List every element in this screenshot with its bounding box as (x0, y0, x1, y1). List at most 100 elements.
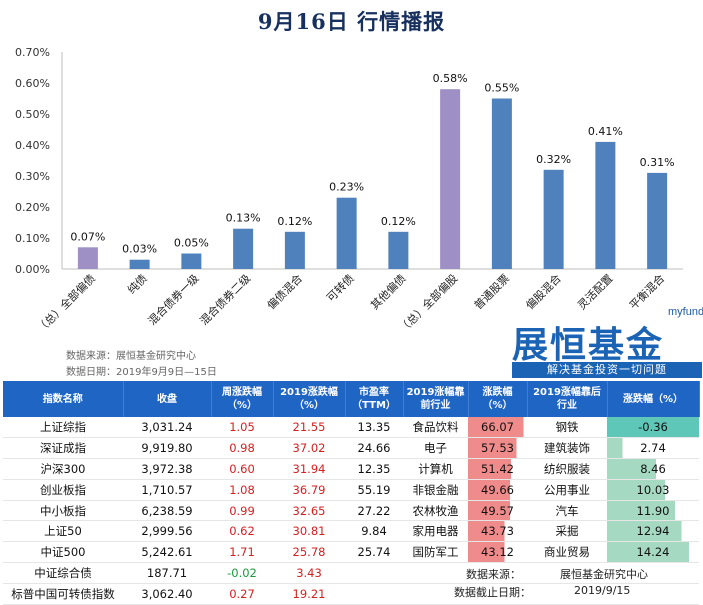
logo-tagline: 解决基金投资一切问题 (512, 362, 702, 378)
logo: 展恒基金 (512, 325, 665, 366)
y-tick-label: 0.20% (15, 201, 50, 214)
pe-cell: 9.84 (345, 520, 403, 543)
data-label: 0.13% (226, 212, 261, 225)
week-change-cell: 0.60 (211, 458, 273, 480)
table-row: 上证综指 3,031.24 1.05 21.55 13.35 食品饮料 66.07 钢铁 -0.… (3, 417, 699, 439)
market-table: 指数名称 收盘 周涨跌幅（%） 2019涨跌幅（%） 市盈率（TTM） 2019… (3, 381, 700, 605)
bar (336, 197, 357, 269)
close-cell: 3,031.24 (123, 417, 211, 439)
bottom-change-cell: 12.94 (607, 520, 699, 543)
footer-date-value: 2019/9/15 (574, 584, 631, 597)
bar-chart: 0.00% 0.10% 0.20% 0.30% 0.40% 0.50% 0.60% 0.70%… (15, 46, 683, 336)
ytd-change-cell: 19.21 (273, 583, 345, 605)
col-top-industry: 2019涨幅靠前行业 (403, 381, 469, 417)
bottom-change-cell: 11.90 (607, 500, 699, 522)
top-industry-cell: 计算机 (403, 458, 468, 480)
pe-cell: 12.35 (345, 458, 403, 480)
bottom-industry-cell: 汽车 (527, 500, 607, 522)
x-tick-label: 偏债混合 (264, 271, 305, 312)
bar (491, 98, 512, 269)
close-cell: 9,919.80 (123, 437, 211, 460)
top-change-cell: 57.53 (468, 437, 527, 460)
footer-date-label: 数据截止日期： (454, 586, 531, 599)
table-header-row: 指数名称 收盘 周涨跌幅（%） 2019涨跌幅（%） 市盈率（TTM） 2019… (3, 381, 700, 417)
x-tick-label: 其他偏债 (367, 271, 408, 312)
top-industry-cell: 农林牧渔 (403, 500, 468, 522)
col-bottom-chg: 涨跌幅（%） (607, 381, 700, 417)
top-industry-cell: 电子 (403, 437, 468, 460)
table-row: 标普中国可转债指数 3,062.40 0.27 19.21 (3, 583, 699, 605)
bar (440, 89, 461, 269)
data-label: 0.23% (329, 181, 364, 194)
page-title: 9月16日 行情播报 (257, 9, 446, 34)
close-cell: 6,238.59 (123, 500, 211, 522)
x-tick-label: 混合债券一级 (145, 271, 202, 328)
col-bottom-industry: 2019涨幅靠后行业 (527, 381, 608, 417)
index-name-cell: 中小板指 (3, 500, 123, 522)
x-tick-label: 可转债 (324, 271, 357, 304)
table-row: 深证成指 9,919.80 0.98 37.02 24.66 电子 57.53 建筑装饰 2.7… (3, 437, 699, 460)
ytd-change-cell: 37.02 (273, 437, 345, 460)
bar (595, 141, 616, 269)
chart-date: 数据日期：2019年9月9日—15日 (66, 367, 217, 378)
data-label: 0.12% (277, 215, 312, 228)
data-label: 0.41% (588, 125, 623, 138)
table-row: 中小板指 6,238.59 0.99 32.65 27.22 农林牧渔 49.57 汽车 11.… (3, 500, 699, 522)
close-cell: 2,999.56 (123, 520, 211, 543)
x-tick-label: 偏股混合 (523, 271, 564, 312)
y-tick-label: 0.50% (15, 108, 50, 121)
x-tick-label: 灵活配置 (575, 272, 615, 312)
top-change-cell (468, 562, 527, 584)
bottom-industry-cell: 采掘 (527, 520, 607, 543)
col-top-chg: 涨跌幅（%） (468, 381, 528, 417)
data-label: 0.31% (640, 156, 675, 169)
bar (181, 253, 202, 269)
table-row: 上证50 2,999.56 0.62 30.81 9.84 家用电器 43.73 采掘 12.9… (3, 520, 699, 543)
bottom-change-cell: 10.03 (607, 479, 699, 501)
bottom-industry-cell: 商业贸易 (527, 541, 607, 564)
x-tick-label: 平衡混合 (626, 271, 667, 312)
data-label: 0.58% (433, 72, 468, 85)
bar (284, 231, 305, 269)
chart-source: 数据来源：展恒基金研究中心 (66, 351, 196, 362)
close-cell: 3,972.38 (123, 458, 211, 480)
ytd-change-cell: 30.81 (273, 520, 345, 543)
top-industry-cell (403, 562, 468, 584)
index-name-cell: 上证50 (3, 520, 123, 543)
bottom-change-cell: 2.74 (607, 437, 699, 460)
index-name-cell: 深证成指 (3, 437, 123, 460)
bottom-change-cell (607, 562, 699, 584)
col-week: 周涨跌幅（%） (211, 381, 274, 417)
y-tick-label: 0.30% (15, 170, 50, 183)
index-name-cell: 中证500 (3, 541, 123, 564)
data-label: 0.07% (70, 230, 105, 243)
bottom-industry-cell: 公用事业 (527, 479, 607, 501)
index-name-cell: 标普中国可转债指数 (3, 583, 123, 605)
pe-cell: 25.74 (345, 541, 403, 564)
pe-cell (345, 583, 403, 605)
table-row: 中证500 5,242.61 1.71 25.78 25.74 国防军工 43.12 商业贸易… (3, 541, 699, 564)
week-change-cell: 0.99 (211, 500, 273, 522)
ytd-change-cell: 36.79 (273, 479, 345, 501)
ytd-change-cell: 32.65 (273, 500, 345, 522)
bottom-change-cell: -0.36 (607, 417, 699, 439)
index-name-cell: 沪深300 (3, 458, 123, 480)
bar (543, 169, 564, 269)
bottom-industry-cell (527, 562, 607, 584)
top-change-cell: 49.57 (468, 500, 527, 522)
table-row: 沪深300 3,972.38 0.60 31.94 12.35 计算机 51.42 纺织服装 8… (3, 458, 699, 480)
pe-cell: 27.22 (345, 500, 403, 522)
week-change-cell: 0.27 (211, 583, 273, 605)
data-label: 0.03% (122, 243, 157, 256)
index-name-cell: 中证综合债 (3, 562, 123, 584)
bottom-change-cell: 8.46 (607, 458, 699, 480)
y-tick-label: 0.40% (15, 139, 50, 152)
top-industry-cell: 非银金融 (403, 479, 468, 501)
data-label: 0.32% (536, 153, 571, 166)
bar (388, 231, 409, 269)
pe-cell: 24.66 (345, 437, 403, 460)
y-tick-label: 0.10% (15, 232, 50, 245)
close-cell: 5,242.61 (123, 541, 211, 564)
pe-cell: 13.35 (345, 417, 403, 439)
bottom-industry-cell: 建筑装饰 (527, 437, 607, 460)
